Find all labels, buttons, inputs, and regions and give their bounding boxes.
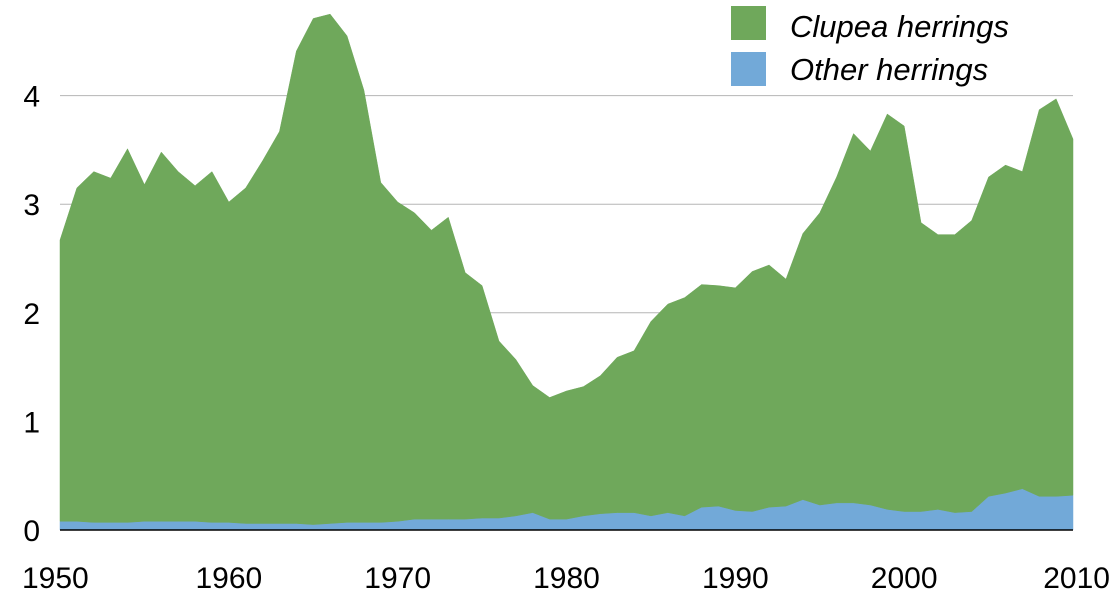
area-clupea-herrings <box>59 13 1074 525</box>
x-tick-label: 2010 <box>1043 562 1110 595</box>
x-tick-label: 1980 <box>533 562 600 595</box>
y-tick-label: 4 <box>23 81 40 114</box>
legend-label-other: Other herrings <box>790 52 988 87</box>
y-tick-label: 3 <box>23 189 40 222</box>
legend-item-clupea: Clupea herrings <box>731 6 1009 44</box>
legend-swatch-other <box>731 52 766 86</box>
x-tick-label: 1990 <box>702 562 769 595</box>
y-tick-label: 2 <box>23 298 40 331</box>
legend-item-other: Other herrings <box>731 52 988 87</box>
y-tick-labels: 0 1 2 3 4 <box>23 81 40 548</box>
x-tick-label: 2000 <box>871 562 938 595</box>
plot-areas <box>59 13 1074 531</box>
y-tick-label: 1 <box>23 406 40 439</box>
x-tick-labels: 1950 1960 1970 1980 1990 2000 2010 <box>22 562 1110 595</box>
legend-label-clupea: Clupea herrings <box>790 9 1009 44</box>
x-tick-label: 1970 <box>364 562 431 595</box>
legend: Clupea herrings Other herrings <box>731 6 1009 87</box>
legend-swatch-clupea <box>731 6 766 40</box>
x-tick-label: 1960 <box>195 562 262 595</box>
y-tick-label: 0 <box>23 515 40 548</box>
x-tick-label: 1950 <box>22 562 89 595</box>
